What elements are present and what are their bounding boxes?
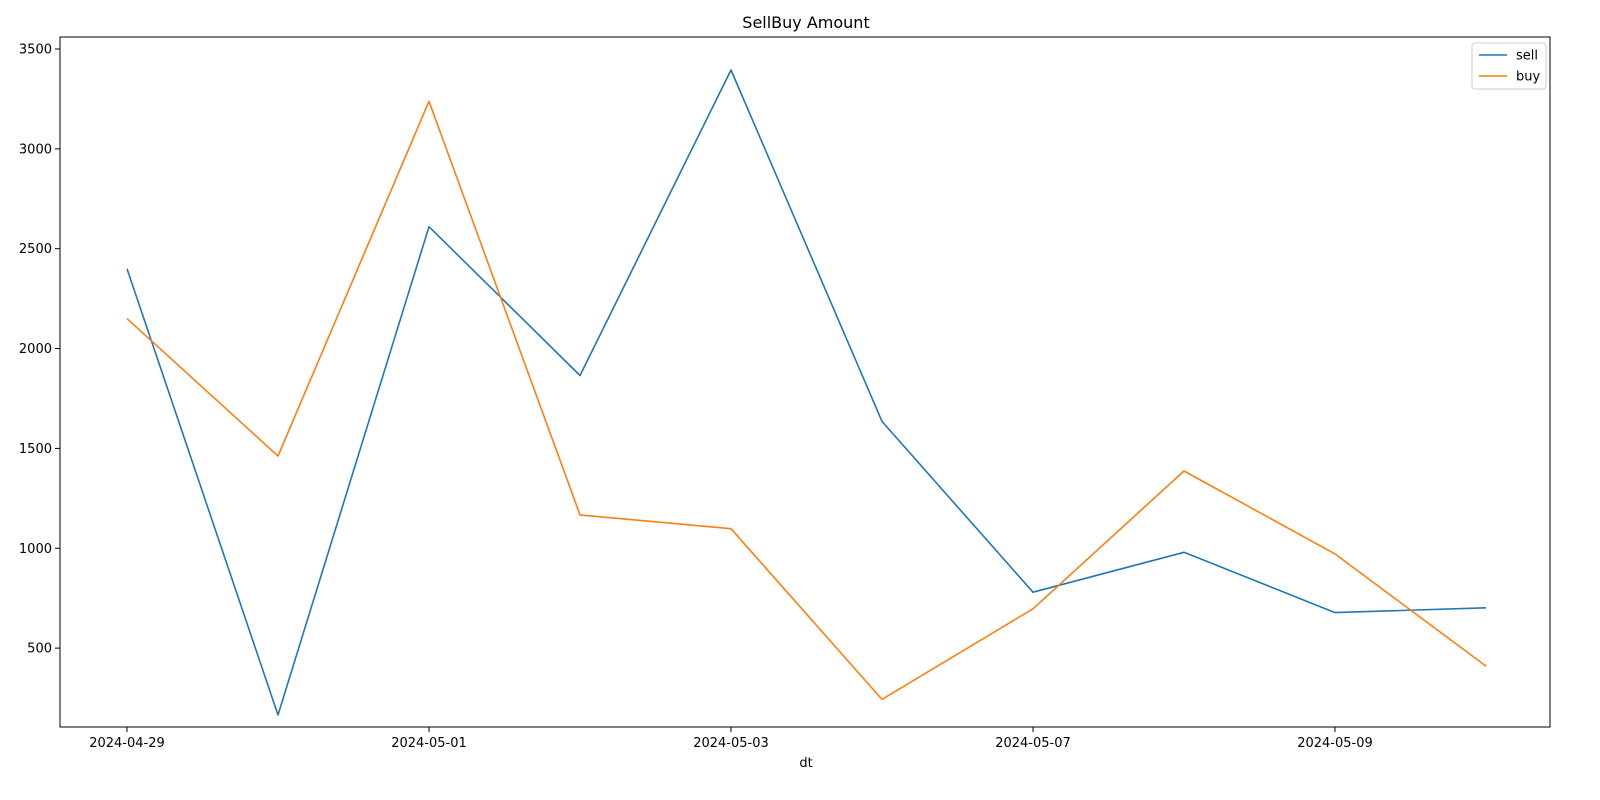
series-layer [126,69,1487,716]
series-line-sell [126,69,1487,716]
legend-label-buy: buy [1516,70,1540,85]
y-tick-label: 1000 [19,542,52,557]
x-tick-label: 2024-05-01 [391,736,467,751]
y-tick-label: 1500 [19,442,52,457]
plot-area [59,36,1551,728]
y-tick-label: 3500 [19,42,52,57]
y-tick-label: 500 [27,642,52,657]
x-axis: 2024-04-29 2024-05-01 2024-05-03 2024-05-07… [89,727,1373,751]
y-tick-label: 3000 [19,142,52,157]
chart-title: SellBuy Amount [742,13,869,32]
y-tick-label: 2500 [19,242,52,257]
series-line-buy [126,100,1487,701]
x-tick-label: 2024-04-29 [89,736,165,751]
x-tick-label: 2024-05-09 [1297,736,1373,751]
axes-frame [59,36,1551,728]
y-axis: 500 1000 1500 2000 2500 3000 3500 [19,42,60,657]
legend-label-sell: sell [1516,49,1538,64]
legend: sell buy [1471,42,1547,90]
x-axis-label: dt [799,756,812,771]
y-tick-label: 2000 [19,342,52,357]
x-tick-label: 2024-05-07 [995,736,1071,751]
x-tick-label: 2024-05-03 [693,736,769,751]
